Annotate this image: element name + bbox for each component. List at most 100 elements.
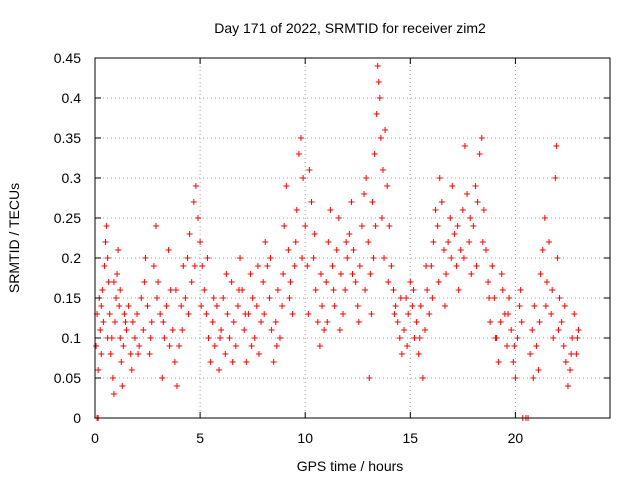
data-point	[186, 231, 193, 237]
data-point	[262, 239, 269, 245]
data-point	[103, 223, 110, 229]
data-point	[314, 319, 321, 325]
y-tick-label: 0.45	[54, 50, 81, 66]
data-point	[368, 311, 375, 317]
data-point	[548, 311, 555, 317]
data-point	[430, 239, 437, 245]
data-point	[280, 271, 287, 277]
data-point	[342, 287, 349, 293]
data-point	[336, 327, 343, 333]
data-point	[498, 271, 505, 277]
data-point	[373, 111, 380, 117]
data-point	[110, 391, 117, 397]
data-point	[270, 359, 277, 365]
data-point	[340, 311, 347, 317]
data-point	[401, 327, 407, 333]
data-point	[374, 63, 381, 69]
data-point	[457, 247, 464, 253]
data-point	[560, 343, 567, 349]
y-tick-label: 0.05	[54, 370, 81, 386]
data-point	[441, 303, 448, 309]
data-point	[407, 279, 414, 285]
data-point	[113, 295, 120, 301]
data-point	[348, 199, 355, 205]
data-point	[491, 295, 498, 301]
data-point	[405, 311, 412, 317]
data-point	[443, 271, 450, 277]
data-point	[385, 279, 392, 285]
data-point	[255, 351, 262, 357]
data-point	[298, 135, 304, 141]
data-point	[466, 239, 473, 245]
data-point	[106, 311, 113, 317]
data-point	[546, 239, 553, 245]
data-point	[134, 311, 141, 317]
data-point	[110, 279, 117, 285]
data-point	[299, 255, 306, 261]
data-point	[141, 279, 148, 285]
data-point	[211, 343, 218, 349]
data-point	[300, 175, 307, 181]
data-point	[190, 199, 197, 205]
y-tick-label: 0.15	[54, 290, 81, 306]
data-point	[467, 215, 474, 221]
data-point	[487, 319, 494, 325]
data-point	[167, 287, 174, 293]
data-point	[537, 271, 544, 277]
data-point	[476, 151, 483, 157]
data-point	[382, 127, 389, 133]
data-point	[144, 303, 151, 309]
data-point	[97, 327, 104, 333]
data-point	[116, 303, 123, 309]
data-point	[210, 295, 217, 301]
data-point	[426, 311, 433, 317]
data-point	[104, 335, 111, 341]
data-point	[366, 375, 373, 381]
data-point	[310, 255, 317, 261]
data-point	[403, 295, 410, 301]
data-point	[306, 167, 313, 173]
data-point	[468, 271, 475, 277]
data-point	[93, 343, 100, 349]
data-point	[192, 183, 199, 189]
data-point	[574, 335, 581, 341]
data-point	[542, 303, 549, 309]
data-point	[410, 287, 417, 293]
data-point	[512, 375, 519, 381]
data-point	[188, 279, 195, 285]
data-point	[295, 151, 302, 157]
data-point	[184, 255, 191, 261]
data-point	[180, 263, 187, 269]
data-point	[343, 239, 350, 245]
data-point	[289, 311, 296, 317]
data-point	[274, 287, 281, 293]
data-point	[258, 319, 265, 325]
data-point	[445, 239, 452, 245]
y-tick-label: 0	[73, 410, 81, 426]
data-point	[228, 279, 235, 285]
data-point	[365, 239, 372, 245]
data-point	[272, 319, 279, 325]
data-point	[564, 383, 571, 389]
data-point	[176, 343, 183, 349]
data-point	[254, 263, 261, 269]
data-point	[264, 263, 271, 269]
data-point	[556, 295, 563, 301]
y-tick-label: 0.25	[54, 210, 81, 226]
data-point	[327, 207, 334, 213]
data-point	[417, 303, 424, 309]
data-point	[473, 263, 480, 269]
data-point	[148, 319, 155, 325]
data-point	[384, 183, 391, 189]
data-point	[390, 287, 397, 293]
data-point	[165, 247, 172, 253]
data-point	[150, 263, 157, 269]
data-point	[229, 359, 236, 365]
data-point	[171, 359, 178, 365]
data-point	[331, 303, 338, 309]
data-point	[459, 207, 466, 213]
data-points	[93, 63, 582, 421]
data-point	[102, 239, 109, 245]
